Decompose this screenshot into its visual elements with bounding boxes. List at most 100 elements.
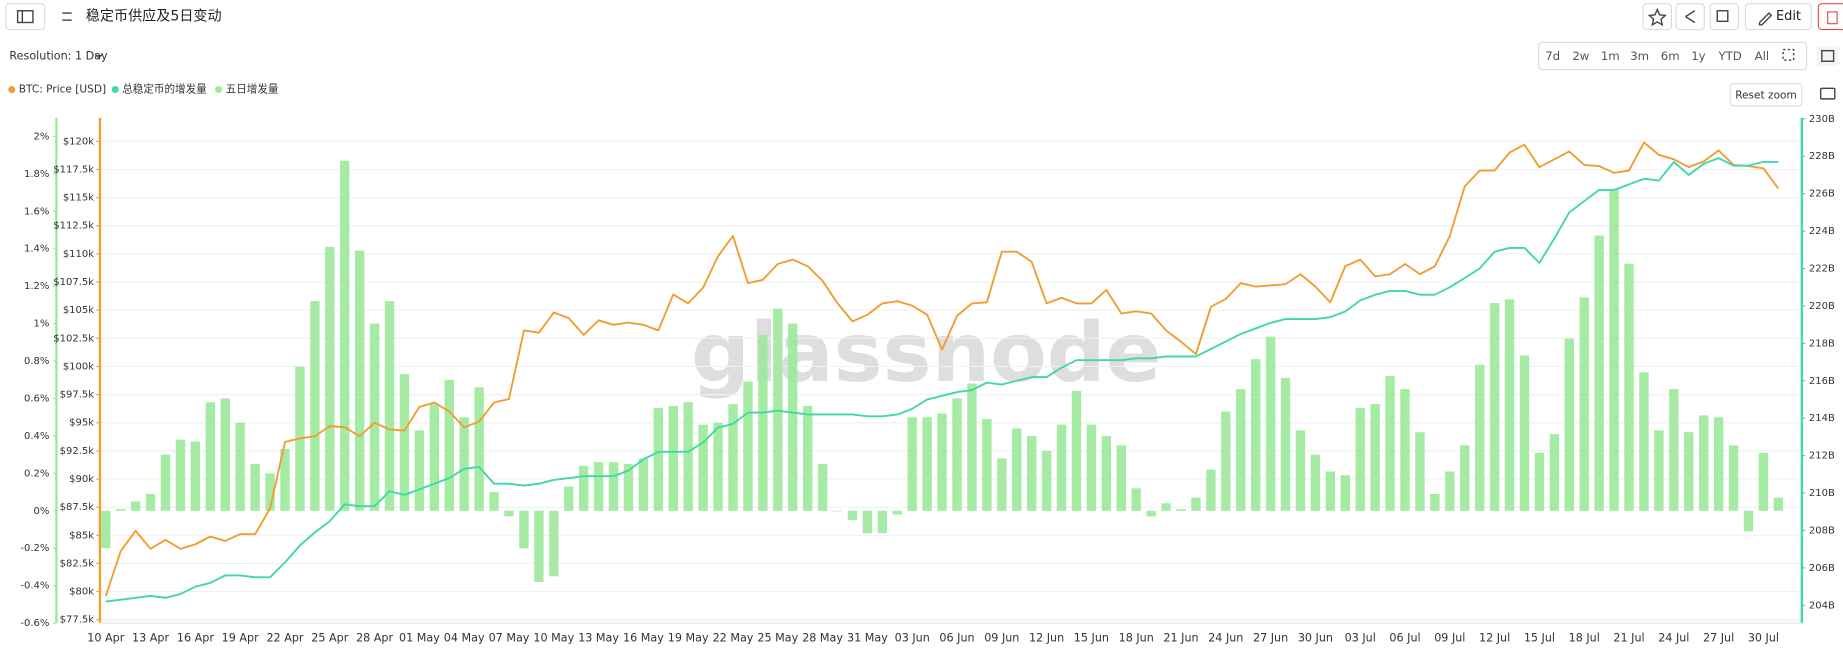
legend-label[interactable]: 总稳定币的增发量 [122,82,207,95]
bar [743,381,753,511]
reset-zoom-button[interactable] [1729,83,1803,107]
bar [1430,493,1440,511]
bar [578,465,589,511]
bar [340,160,350,511]
bar [101,510,111,549]
range-button[interactable]: 7d [1545,49,1560,63]
bar [817,463,828,511]
bar [1116,445,1126,511]
bar [354,250,365,511]
y-tick-label: -0.6% [20,618,49,629]
duplicate-button[interactable] [1709,3,1739,31]
edit-label: Edit [1776,9,1801,24]
x-tick-label: 04 May [444,631,485,644]
favorite-button[interactable] [1642,3,1672,31]
bar [564,486,574,511]
bar [1265,336,1276,511]
range-button[interactable]: YTD [1717,49,1741,63]
x-tick-label: 21 Jul [1613,631,1644,644]
bar [1131,488,1141,511]
bar [1161,503,1171,511]
y-tick-label: $92.5k [60,446,95,457]
x-tick-label: 10 May [533,631,574,644]
x-tick-label: 01 May [399,631,440,644]
range-button[interactable]: 2w [1572,49,1589,63]
x-tick-label: 27 Jun [1253,631,1288,644]
bar [952,398,962,511]
x-tick-label: 30 Jul [1748,631,1779,644]
bar [1012,428,1022,511]
bar [1295,430,1306,511]
chevron [94,53,103,59]
zoom-icon[interactable] [1782,48,1795,61]
y-tick-label: $90k [69,474,94,485]
bar [504,510,514,517]
sidebar-icon [16,10,34,24]
bar [1086,424,1097,511]
y-tick-label: $95k [69,418,94,429]
bar [922,417,932,511]
x-tick-label: 24 Jul [1658,631,1689,644]
plot: -0.6% -0.4% -0.2% 0% 0.2% 0.4% 0.6% 0.8% 1% 1.2% 1… [20,114,1835,645]
range-button[interactable]: All [1755,49,1770,63]
resolution-select[interactable]: Resolution: 1 Day [9,50,108,63]
bar [653,407,664,511]
bar [1146,510,1156,517]
bar [1773,497,1784,511]
y-tick-label: 226B [1809,189,1835,200]
y-tick-label: $87.5k [60,502,95,513]
range-button[interactable]: 1m [1601,49,1620,63]
bar [1041,450,1052,511]
range-selector [1537,41,1808,71]
bar [1370,404,1380,511]
share-button[interactable] [1675,3,1705,31]
line [104,141,1780,597]
bar [1280,377,1291,511]
legend-label[interactable]: 五日增发量 [226,82,279,95]
camera-icon[interactable] [1819,87,1836,100]
y-tick-label: -0.4% [20,581,49,592]
settings-icon[interactable] [62,12,72,21]
bar [429,404,440,511]
bar [1564,338,1574,511]
sidebar-toggle[interactable] [5,3,46,31]
edit-icon [1758,12,1773,26]
bar [1221,411,1231,511]
y-tick-label: 2% [34,131,50,142]
range-button[interactable]: 1y [1691,49,1705,63]
y-tick-label: 0.8% [24,356,49,367]
x-tick-label: 16 May [623,631,664,644]
y-tick-label: 0% [34,506,50,517]
legend-marker [111,85,119,94]
range-button[interactable]: 3m [1630,49,1649,63]
delete-button[interactable] [1817,3,1843,31]
x-tick-label: 31 May [847,631,888,644]
bar [1445,471,1455,511]
y-tick-label: 0.6% [24,393,49,404]
duplicate-icon [1716,10,1729,23]
bar [190,441,201,511]
delete-icon [1827,11,1838,25]
y-tick-label: $112.5k [53,221,94,232]
edit-button[interactable] [1744,3,1812,31]
bar [1340,475,1350,511]
x-tick-label: 28 Apr [356,631,393,644]
x-tick-label: 06 Jun [939,631,974,644]
bar [1728,445,1739,511]
bar [1310,454,1321,511]
bar [160,454,171,511]
y-tick-label: 206B [1809,563,1835,574]
bar [489,492,499,511]
bar [1250,359,1261,511]
range-button[interactable]: 6m [1661,49,1680,63]
bar [1400,389,1410,511]
legend-label[interactable]: BTC: Price [USD] [19,83,106,95]
y-tick-label: 212B [1809,451,1835,462]
bar [534,510,544,582]
bar [1176,508,1186,511]
y-tick-label: $117.5k [53,164,94,175]
bar [310,301,320,511]
x-tick-label: 15 Jun [1074,631,1109,644]
